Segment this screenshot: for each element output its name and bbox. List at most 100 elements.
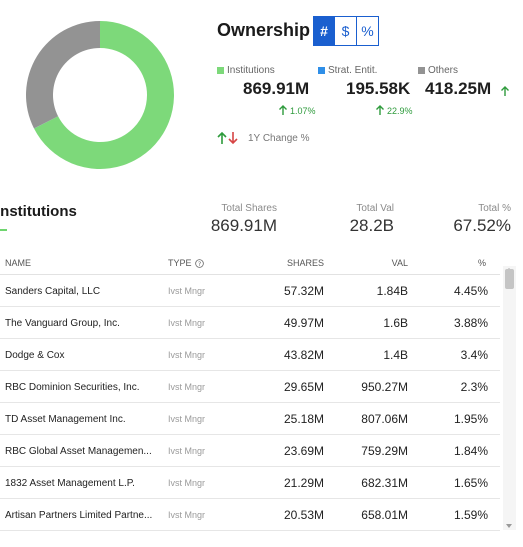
holder-pct: 4.45%	[453, 284, 488, 298]
holder-shares: 29.65M	[283, 380, 324, 394]
institutions-title-underline	[0, 229, 7, 231]
holder-name[interactable]: TD Asset Management Inc.	[5, 414, 126, 425]
total-pct-value: 67.52%	[453, 216, 511, 235]
val-column-header[interactable]: VAL	[391, 258, 408, 268]
total-shares-value: 869.91M	[210, 216, 277, 235]
legend-others: Others	[418, 65, 458, 76]
up-down-arrows-icon	[217, 131, 238, 145]
svg-text:?: ?	[197, 260, 200, 267]
ownership-title: Ownership	[217, 20, 311, 40]
holder-pct: 1.84%	[453, 444, 488, 458]
holder-val: 682.31M	[361, 476, 408, 490]
holder-shares: 43.82M	[283, 348, 324, 362]
holder-type: Ivst Mngr	[168, 478, 206, 488]
holder-shares: 25.18M	[283, 412, 324, 426]
holder-pct: 1.59%	[453, 508, 488, 522]
holder-shares: 21.29M	[283, 476, 324, 490]
up-arrow-icon	[376, 105, 384, 115]
scrollbar-thumb[interactable]	[505, 269, 514, 289]
holder-name[interactable]: RBC Global Asset Managemen...	[5, 446, 152, 457]
donut-segment-others[interactable]	[26, 21, 100, 129]
legend-strategic-entities-label: Strat. Entit.	[328, 65, 378, 76]
table-row[interactable]: RBC Global Asset Managemen... Ivst Mngr …	[0, 435, 500, 467]
others-swatch	[418, 67, 425, 74]
holder-val: 1.4B	[383, 348, 408, 362]
institutions-change: 1.07%	[278, 105, 316, 116]
holder-type: Ivst Mngr	[168, 382, 206, 392]
holder-type: Ivst Mngr	[168, 414, 206, 424]
table-scrollbar[interactable]	[503, 266, 516, 530]
holder-val: 1.6B	[383, 316, 408, 330]
info-icon[interactable]: ?	[194, 258, 204, 268]
institutions-change-value: 1.07%	[290, 105, 316, 116]
table-row[interactable]: RBC Dominion Securities, Inc. Ivst Mngr …	[0, 371, 500, 403]
institutions-table-header: NAME TYPE ? SHARES VAL %	[0, 249, 500, 275]
change-legend: 1Y Change %	[217, 131, 310, 145]
holder-pct: 3.88%	[453, 316, 488, 330]
holder-type: Ivst Mngr	[168, 318, 206, 328]
holder-val: 1.84B	[376, 284, 408, 298]
holder-val: 807.06M	[361, 412, 408, 426]
holder-val: 658.01M	[361, 508, 408, 522]
table-row[interactable]: Dodge & Cox Ivst Mngr 43.82M 1.4B 3.4%	[0, 339, 500, 371]
holder-name[interactable]: The Vanguard Group, Inc.	[5, 318, 120, 329]
shares-column-header[interactable]: SHARES	[286, 258, 324, 268]
holder-name[interactable]: Dodge & Cox	[5, 350, 65, 361]
holder-name[interactable]: Artisan Partners Limited Partne...	[5, 510, 153, 521]
holder-pct: 1.95%	[453, 412, 488, 426]
holder-shares: 57.32M	[283, 284, 324, 298]
legend-institutions-label: Institutions	[227, 65, 275, 76]
holder-pct: 2.3%	[460, 380, 488, 394]
up-arrow-icon	[279, 105, 287, 115]
holder-type: Ivst Mngr	[168, 286, 206, 296]
table-row[interactable]: 1832 Asset Management L.P. Ivst Mngr 21.…	[0, 467, 500, 499]
others-up-arrow-icon	[501, 86, 509, 96]
value-toggle-button[interactable]: $	[335, 16, 357, 46]
legend-institutions: Institutions	[217, 65, 275, 76]
table-row[interactable]: Artisan Partners Limited Partne... Ivst …	[0, 499, 500, 531]
holder-pct: 1.65%	[453, 476, 488, 490]
others-value: 418.25M	[425, 79, 492, 98]
legend-others-label: Others	[428, 65, 459, 76]
donut-segment-strat-entit[interactable]	[33, 116, 59, 129]
percent-toggle-button[interactable]: %	[357, 16, 379, 46]
institutions-swatch	[217, 67, 224, 74]
strategic-entities-change: 22.9%	[375, 105, 413, 116]
table-row[interactable]: Sanders Capital, LLC Ivst Mngr 57.32M 1.…	[0, 275, 500, 307]
display-mode-toggle-group: # $ %	[313, 16, 379, 46]
holder-pct: 3.4%	[460, 348, 488, 362]
holder-shares: 20.53M	[283, 508, 324, 522]
legend-strategic-entities: Strat. Entit.	[318, 65, 377, 76]
holder-shares: 23.69M	[283, 444, 324, 458]
holder-shares: 49.97M	[283, 316, 324, 330]
strategic-entities-value: 195.58K	[346, 79, 411, 98]
change-legend-label: 1Y Change %	[248, 132, 310, 144]
holder-name[interactable]: RBC Dominion Securities, Inc.	[5, 382, 140, 393]
type-column-header[interactable]: TYPE ?	[168, 258, 204, 268]
name-column-header[interactable]: NAME	[5, 258, 32, 268]
holder-name[interactable]: Sanders Capital, LLC	[5, 286, 101, 297]
institutions-section-title: Institutions	[0, 203, 77, 220]
institutions-table-body: Sanders Capital, LLC Ivst Mngr 57.32M 1.…	[0, 275, 500, 531]
ownership-donut-chart	[26, 21, 174, 169]
table-row[interactable]: TD Asset Management Inc. Ivst Mngr 25.18…	[0, 403, 500, 435]
total-shares-label: Total Shares	[221, 203, 277, 214]
type-column-label: TYPE	[168, 258, 192, 268]
pct-column-header[interactable]: %	[477, 258, 486, 268]
institutions-value: 869.91M	[243, 79, 310, 98]
total-pct-label: Total %	[478, 203, 511, 214]
holder-type: Ivst Mngr	[168, 446, 206, 456]
strategic-entities-swatch	[318, 67, 325, 74]
holder-val: 950.27M	[361, 380, 408, 394]
table-row[interactable]: The Vanguard Group, Inc. Ivst Mngr 49.97…	[0, 307, 500, 339]
total-val-value: 28.2B	[349, 216, 394, 235]
holder-name[interactable]: 1832 Asset Management L.P.	[5, 478, 135, 489]
holder-type: Ivst Mngr	[168, 510, 206, 520]
strategic-entities-change-value: 22.9%	[387, 105, 413, 116]
holder-type: Ivst Mngr	[168, 350, 206, 360]
scroll-down-arrow-icon[interactable]	[506, 524, 512, 528]
donut-segment-institutions[interactable]	[34, 21, 174, 169]
count-toggle-button[interactable]: #	[313, 16, 335, 46]
holder-val: 759.29M	[361, 444, 408, 458]
total-val-label: Total Val	[356, 203, 394, 214]
